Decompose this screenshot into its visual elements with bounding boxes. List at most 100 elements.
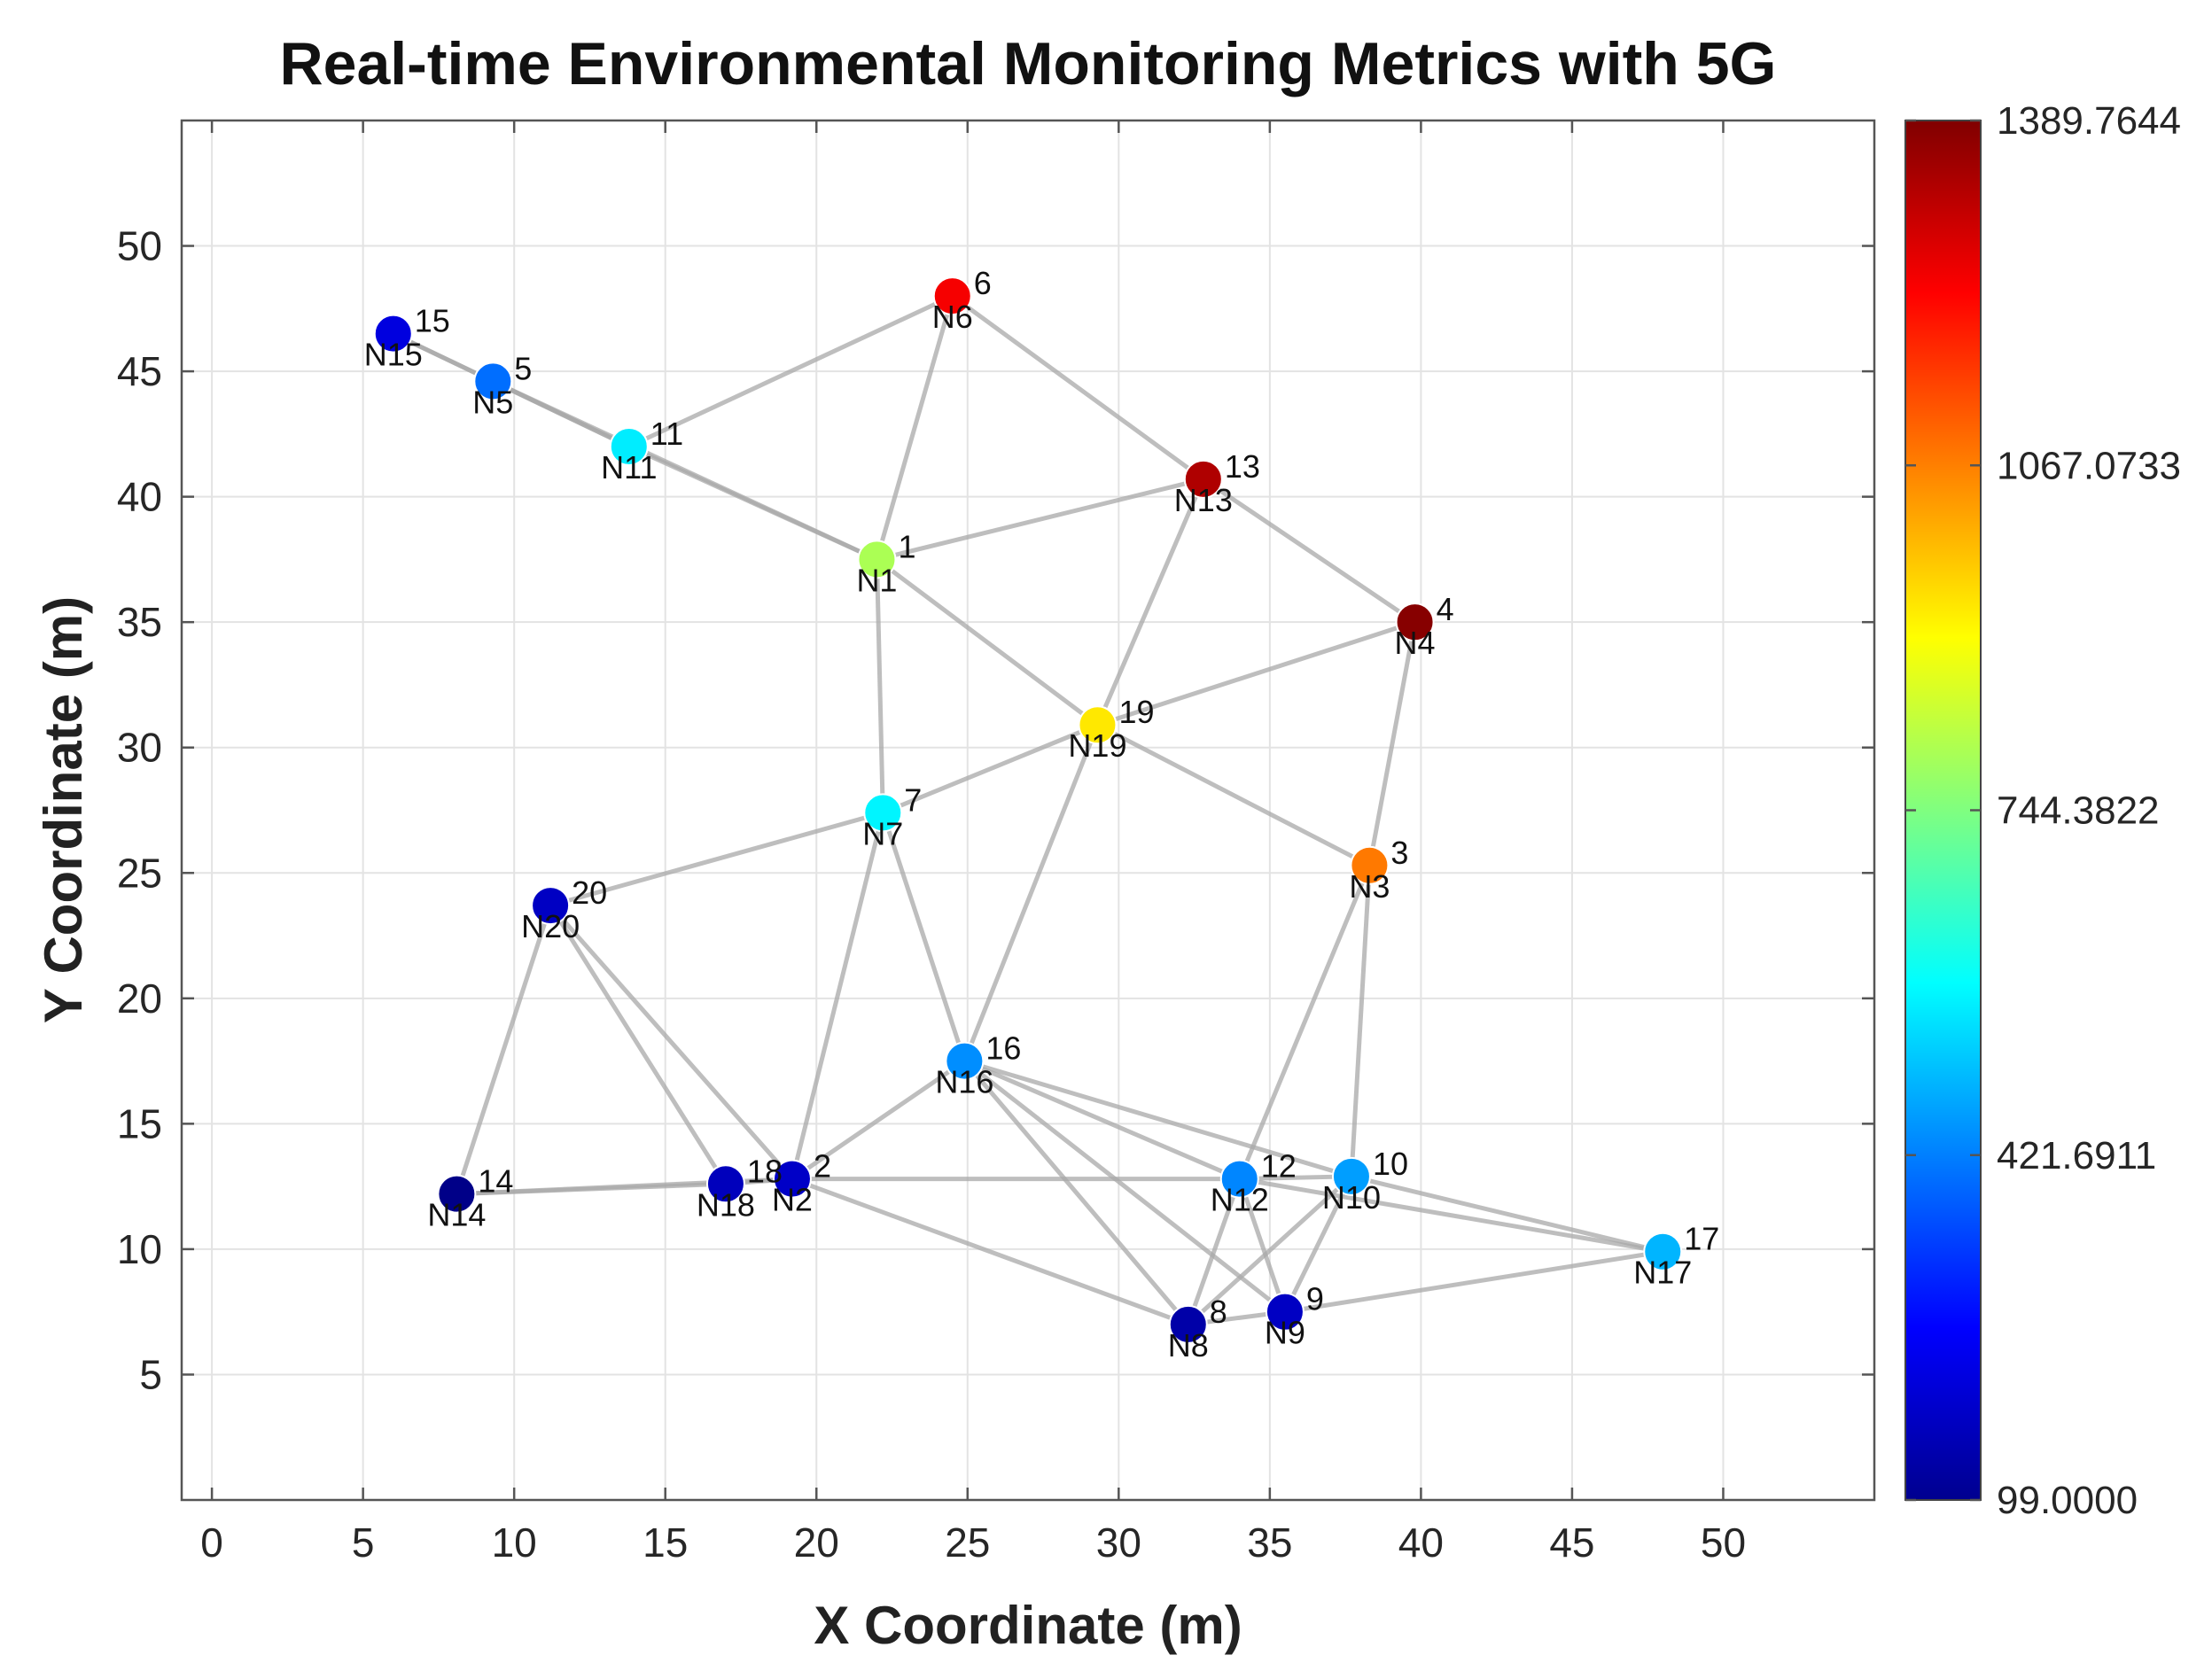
node-name-label: N15 — [364, 337, 423, 373]
node-name-label: N10 — [1322, 1179, 1381, 1216]
edge-10-8 — [1187, 1174, 1353, 1326]
node-name-label: N3 — [1349, 868, 1390, 905]
node-id-label: 13 — [1225, 448, 1260, 485]
edge-16-8 — [962, 1059, 1190, 1326]
x-tick-label: 45 — [1549, 1519, 1594, 1566]
node-name-label: N5 — [472, 384, 513, 420]
node-id-label: 6 — [974, 265, 992, 301]
node-id-label: 18 — [747, 1153, 783, 1189]
node-id-label: 2 — [814, 1148, 831, 1185]
x-tick-label: 15 — [643, 1519, 688, 1566]
node-name-label: N18 — [697, 1186, 755, 1223]
node-marker-5[interactable] — [473, 361, 513, 401]
node-marker-12[interactable] — [1219, 1159, 1259, 1199]
chart-title: Real-time Environmental Monitoring Metri… — [280, 30, 1777, 97]
node-marker-4[interactable] — [1395, 602, 1435, 642]
node-name-label: N17 — [1633, 1255, 1692, 1291]
node-marker-3[interactable] — [1350, 845, 1390, 885]
edge-16-12 — [963, 1059, 1241, 1181]
node-marker-15[interactable] — [373, 314, 413, 354]
node-marker-19[interactable] — [1078, 705, 1118, 745]
edge-19-16 — [962, 724, 1100, 1062]
y-tick-label: 45 — [117, 348, 162, 394]
node-name-label: N7 — [862, 815, 903, 851]
y-tick-label: 5 — [139, 1351, 162, 1397]
node-marker-17[interactable] — [1643, 1232, 1683, 1271]
node-marker-1[interactable] — [857, 540, 897, 579]
y-tick-label: 30 — [117, 725, 162, 771]
edge-11-6 — [627, 293, 954, 449]
node-id-label: 14 — [478, 1163, 513, 1200]
edge-2-8 — [791, 1177, 1189, 1327]
edge-2-16 — [791, 1059, 966, 1181]
x-tick-label: 30 — [1096, 1519, 1141, 1566]
node-id-label: 3 — [1390, 835, 1408, 871]
edge-1-13 — [876, 477, 1204, 562]
node-name-label: N6 — [932, 299, 973, 335]
colorbar-tick-label: 1067.0733 — [1997, 444, 2181, 487]
edge-19-4 — [1096, 619, 1416, 727]
node-id-label: 20 — [572, 874, 607, 911]
edge-20-14 — [454, 905, 553, 1195]
edge-10-17 — [1351, 1174, 1663, 1255]
x-tick-label: 10 — [492, 1519, 537, 1566]
x-tick-label: 0 — [200, 1519, 223, 1566]
y-axis-label: Y Coordinate (m) — [34, 596, 93, 1023]
edge-12-8 — [1186, 1177, 1242, 1325]
x-tick-label: 20 — [794, 1519, 839, 1566]
edge-3-10 — [1349, 865, 1372, 1177]
node-name-label: N20 — [521, 908, 580, 944]
node-id-label: 5 — [514, 350, 532, 386]
node-name-label: N14 — [427, 1197, 486, 1233]
edge-10-9 — [1282, 1175, 1354, 1313]
x-tick-label: 40 — [1398, 1519, 1444, 1566]
node-name-label: N2 — [772, 1182, 813, 1218]
node-marker-20[interactable] — [531, 886, 571, 926]
x-tick-label: 5 — [352, 1519, 375, 1566]
node-name-label: N1 — [856, 562, 897, 598]
node-marker-16[interactable] — [945, 1041, 985, 1081]
network-nodes: 1N12N23N34N45N56N67N78N89N910N1011N1112N… — [364, 265, 1720, 1364]
edge-17-9 — [1284, 1249, 1663, 1315]
node-marker-10[interactable] — [1331, 1156, 1371, 1196]
node-marker-6[interactable] — [932, 276, 972, 316]
colorbar-ticks: 99.0000 421.6911 744.3822 1067.0733 1389.764… — [1905, 99, 2181, 1522]
node-marker-8[interactable] — [1168, 1304, 1208, 1344]
edge-20-18 — [548, 904, 728, 1185]
edge-19-7 — [882, 722, 1099, 815]
node-marker-13[interactable] — [1183, 459, 1223, 499]
y-tick-label: 50 — [117, 223, 162, 269]
node-id-label: 9 — [1306, 1281, 1324, 1317]
node-id-label: 15 — [415, 303, 450, 339]
node-marker-7[interactable] — [863, 793, 903, 833]
colorbar-tick-label: 1389.7644 — [1997, 99, 2181, 143]
y-tick-label: 10 — [117, 1226, 162, 1272]
edge-7-16 — [880, 812, 967, 1062]
node-marker-2[interactable] — [772, 1159, 812, 1199]
node-marker-14[interactable] — [437, 1174, 477, 1214]
edge-1-19 — [875, 557, 1099, 727]
edge-5-1 — [492, 379, 878, 562]
node-name-label: N11 — [601, 449, 657, 486]
node-id-label: 4 — [1437, 591, 1454, 627]
node-name-label: N9 — [1265, 1315, 1305, 1351]
edge-19-3 — [1096, 723, 1371, 868]
x-tick-label: 50 — [1701, 1519, 1746, 1566]
y-tick-label: 40 — [117, 474, 162, 520]
node-marker-11[interactable] — [609, 427, 649, 467]
edge-16-10 — [963, 1059, 1352, 1179]
node-marker-9[interactable] — [1265, 1292, 1305, 1332]
node-marker-18[interactable] — [705, 1164, 745, 1204]
node-id-label: 16 — [985, 1030, 1021, 1067]
edge-7-20 — [549, 810, 884, 908]
y-tick-label: 20 — [117, 975, 162, 1022]
node-id-label: 19 — [1118, 694, 1154, 730]
edge-6-1 — [875, 295, 955, 561]
colorbar-tick-label: 421.6911 — [1997, 1134, 2156, 1177]
edge-16-9 — [962, 1059, 1287, 1314]
edge-13-4 — [1202, 477, 1416, 625]
node-name-label: N12 — [1211, 1182, 1269, 1218]
edge-12-17 — [1239, 1177, 1663, 1255]
